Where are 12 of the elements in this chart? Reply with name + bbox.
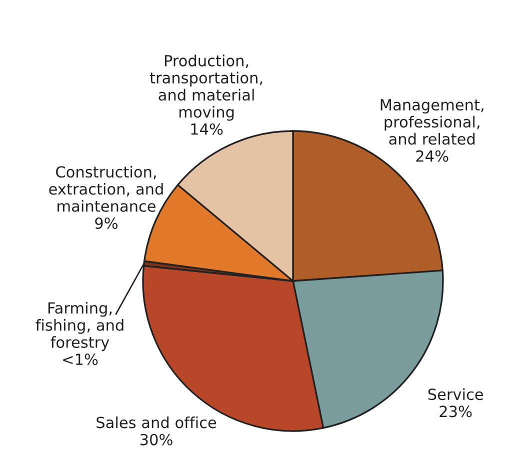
slice-label: Management, professional, and related: [380, 99, 484, 145]
data-label: 9%: [95, 217, 118, 229]
slice-label: Farming, fishing, and forestry: [36, 302, 124, 351]
data-label: 30%: [140, 434, 172, 446]
data-label: 23%: [440, 406, 472, 418]
data-label: 14%: [191, 123, 223, 135]
data-label: <1%: [63, 354, 98, 366]
slice-label: Sales and office: [96, 416, 216, 428]
slice-label: Construction, extraction, and maintenance: [49, 166, 163, 212]
slice-label: Service: [428, 388, 483, 400]
slice-label: Production, transportation, and material moving: [150, 54, 262, 121]
data-label: 24%: [416, 150, 448, 162]
